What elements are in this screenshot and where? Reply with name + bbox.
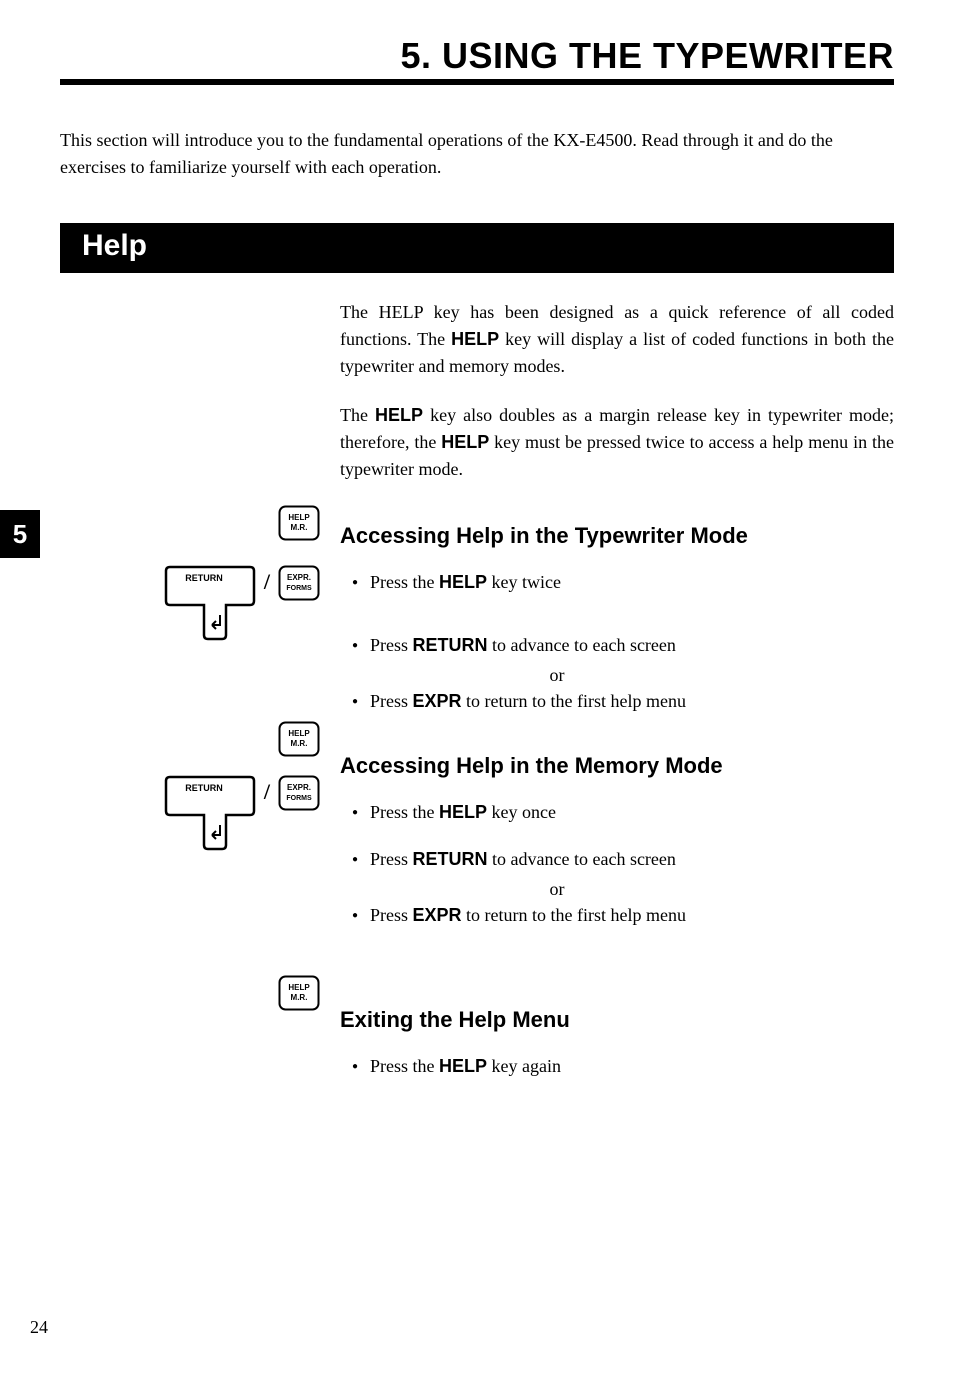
or-separator: or bbox=[340, 879, 894, 900]
section-tab: 5 bbox=[0, 510, 40, 558]
bold-help: HELP bbox=[375, 405, 423, 425]
text: Press bbox=[370, 635, 413, 655]
slash-separator: / bbox=[264, 569, 270, 595]
help-paragraph-2: The HELP key also doubles as a margin re… bbox=[340, 402, 894, 483]
svg-text:EXPR.: EXPR. bbox=[287, 573, 311, 582]
page-title: 5. USING THE TYPEWRITER bbox=[60, 35, 894, 85]
bullet-item: Press the HELP key twice bbox=[340, 569, 894, 596]
text: Press the bbox=[370, 1056, 439, 1076]
help-key-icon: HELP M.R. bbox=[278, 505, 320, 546]
bold-help: HELP bbox=[451, 329, 499, 349]
bold-key: HELP bbox=[439, 1056, 487, 1076]
bold-key: EXPR bbox=[413, 691, 462, 711]
text: key twice bbox=[487, 572, 561, 592]
bullet-item: Press the HELP key again bbox=[340, 1053, 894, 1080]
text: Press bbox=[370, 849, 413, 869]
return-key-icon: RETURN bbox=[164, 565, 256, 646]
svg-text:RETURN: RETURN bbox=[185, 783, 223, 793]
text: to return to the first help menu bbox=[462, 905, 686, 925]
bullet-item: Press the HELP key once bbox=[340, 799, 894, 826]
svg-text:M.R.: M.R. bbox=[291, 739, 308, 748]
text: Press bbox=[370, 691, 413, 711]
slash-separator: / bbox=[264, 779, 270, 805]
text: Press the bbox=[370, 802, 439, 822]
text: to return to the first help menu bbox=[462, 691, 686, 711]
text: key again bbox=[487, 1056, 561, 1076]
expr-key-icon: EXPR. FORMS bbox=[278, 775, 320, 816]
svg-text:RETURN: RETURN bbox=[185, 573, 223, 583]
bold-key: RETURN bbox=[413, 849, 488, 869]
svg-text:HELP: HELP bbox=[288, 983, 310, 992]
intro-paragraph: This section will introduce you to the f… bbox=[60, 127, 894, 181]
return-key-icon: RETURN bbox=[164, 775, 256, 856]
page-number: 24 bbox=[30, 1317, 48, 1338]
text: Press the bbox=[370, 572, 439, 592]
bullet-item: Press RETURN to advance to each screen bbox=[340, 632, 894, 659]
svg-text:EXPR.: EXPR. bbox=[287, 783, 311, 792]
bold-key: HELP bbox=[439, 802, 487, 822]
bullet-item: Press EXPR to return to the first help m… bbox=[340, 902, 894, 929]
bullet-item: Press RETURN to advance to each screen bbox=[340, 846, 894, 873]
svg-text:FORMS: FORMS bbox=[286, 585, 312, 592]
text: to advance to each screen bbox=[488, 635, 676, 655]
svg-text:FORMS: FORMS bbox=[286, 795, 312, 802]
svg-text:HELP: HELP bbox=[288, 729, 310, 738]
text: to advance to each screen bbox=[488, 849, 676, 869]
text: Press bbox=[370, 905, 413, 925]
bold-key: RETURN bbox=[413, 635, 488, 655]
svg-text:HELP: HELP bbox=[288, 513, 310, 522]
bold-help: HELP bbox=[441, 432, 489, 452]
or-separator: or bbox=[340, 665, 894, 686]
subheading-memory-mode: Accessing Help in the Memory Mode bbox=[340, 753, 894, 779]
section-heading-bar: Help bbox=[60, 223, 894, 273]
help-paragraph-1: The HELP key has been designed as a quic… bbox=[340, 299, 894, 380]
svg-text:M.R.: M.R. bbox=[291, 993, 308, 1002]
help-key-icon: HELP M.R. bbox=[278, 721, 320, 762]
text: The bbox=[340, 405, 375, 425]
subheading-exiting: Exiting the Help Menu bbox=[340, 1007, 894, 1033]
bullet-item: Press EXPR to return to the first help m… bbox=[340, 688, 894, 715]
text: key once bbox=[487, 802, 556, 822]
help-key-icon: HELP M.R. bbox=[278, 975, 320, 1016]
subheading-typewriter-mode: Accessing Help in the Typewriter Mode bbox=[340, 523, 894, 549]
svg-text:M.R.: M.R. bbox=[291, 523, 308, 532]
expr-key-icon: EXPR. FORMS bbox=[278, 565, 320, 606]
bold-key: EXPR bbox=[413, 905, 462, 925]
bold-key: HELP bbox=[439, 572, 487, 592]
